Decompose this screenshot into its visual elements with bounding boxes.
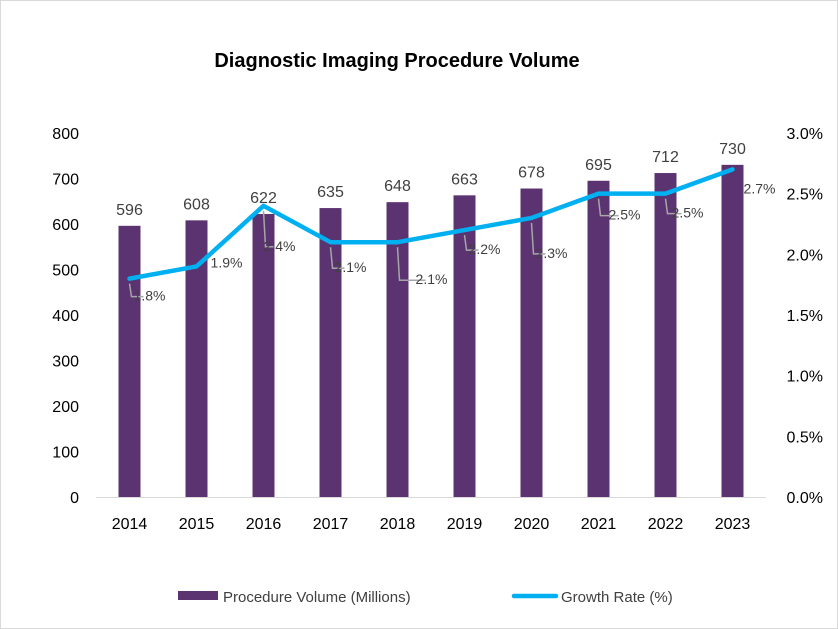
growth-rate-label: 2.1% [416,271,448,287]
line-data-labels: 1.8% 1.9% 2.4% 2.1% 2.1% 2.2% 2.3% 2.5% 2.5% 2.7% [128,180,776,304]
bar-value-label: 622 [250,190,277,207]
legend-bar-label: Procedure Volume (Millions) [223,589,411,606]
axes: 0 100 200 300 400 500 600 700 800 0.0% 0.5% 1.0% 1.5… [52,126,823,533]
x-tick-label: 2022 [648,516,684,533]
growth-rate-label: 1.8% [134,288,166,304]
growth-rate-label: 2.1% [335,259,367,275]
x-tick-label: 2023 [715,516,751,533]
y-right-tick-label: 2.5% [787,187,823,204]
y-right-tick-label: 0.0% [787,490,823,507]
bar [453,195,476,497]
bar-value-label: 596 [116,202,143,219]
y-left-tick-label: 400 [52,308,79,325]
x-tick-label: 2016 [246,516,282,533]
growth-rate-line [127,167,735,281]
bar-value-label: 730 [719,141,746,158]
growth-rate-label: 1.9% [211,254,243,270]
y-left-tick-label: 800 [52,126,79,143]
chart-title: Diagnostic Imaging Procedure Volume [214,50,579,72]
y-left-tick-label: 600 [52,217,79,234]
growth-rate-leader-line [463,234,479,251]
x-tick-label: 2017 [313,516,349,533]
y-left-tick-label: 200 [52,399,79,416]
legend-line-label: Growth Rate (%) [561,589,673,606]
growth-rate-leader-line [530,222,546,255]
y-left-tick-label: 300 [52,354,79,371]
x-tick-label: 2021 [581,516,617,533]
growth-rate-label: 2.3% [536,245,568,261]
bar-data-labels: 596 608 622 635 648 663 678 695 712 730 [116,141,746,219]
y-left-tick-label: 500 [52,263,79,280]
growth-rate-label: 2.5% [609,207,641,223]
bar-value-label: 695 [585,157,612,174]
bar [721,164,744,497]
growth-rate-leader-line [262,210,274,248]
bar [587,180,610,497]
bar-series [118,164,744,498]
growth-rate-leader-line [597,198,619,217]
x-tick-label: 2018 [380,516,416,533]
legend-bar-swatch [178,591,218,600]
y-right-tick-label: 2.0% [787,247,823,264]
growth-rate-label: 2.7% [744,180,776,196]
growth-rate-leader-line [396,247,426,281]
bar [252,213,275,498]
x-tick-label: 2020 [514,516,550,533]
bar [654,173,677,498]
bar [386,202,409,497]
bar-value-label: 663 [451,171,478,188]
growth-rate-leader-line [329,247,345,269]
bar-value-label: 635 [317,184,344,201]
y-right-tick-label: 0.5% [787,429,823,446]
line-series [127,167,735,281]
x-tick-label: 2015 [179,516,215,533]
bar-value-label: 712 [652,149,679,166]
growth-rate-leader-line [128,283,144,298]
y-left-tick-label: 0 [70,490,79,507]
bar-value-label: 648 [384,178,411,195]
legend: Procedure Volume (Millions) Growth Rate (… [178,589,673,606]
growth-rate-label: 2.4% [264,238,296,254]
y-right-tick-label: 3.0% [787,126,823,143]
y-right-tick-label: 1.5% [787,308,823,325]
x-tick-label: 2014 [112,516,148,533]
bar [185,220,208,498]
bar [319,208,342,497]
bar [118,225,141,497]
bar-value-label: 678 [518,165,545,182]
y-left-tick-label: 100 [52,445,79,462]
y-left-tick-label: 700 [52,172,79,189]
growth-rate-label: 2.2% [469,241,501,257]
growth-rate-label: 2.5% [672,205,704,221]
bar-value-label: 608 [183,196,210,213]
y-right-tick-label: 1.0% [787,369,823,386]
growth-rate-leader-line [664,198,682,215]
x-tick-label: 2019 [447,516,483,533]
bar [520,188,543,497]
